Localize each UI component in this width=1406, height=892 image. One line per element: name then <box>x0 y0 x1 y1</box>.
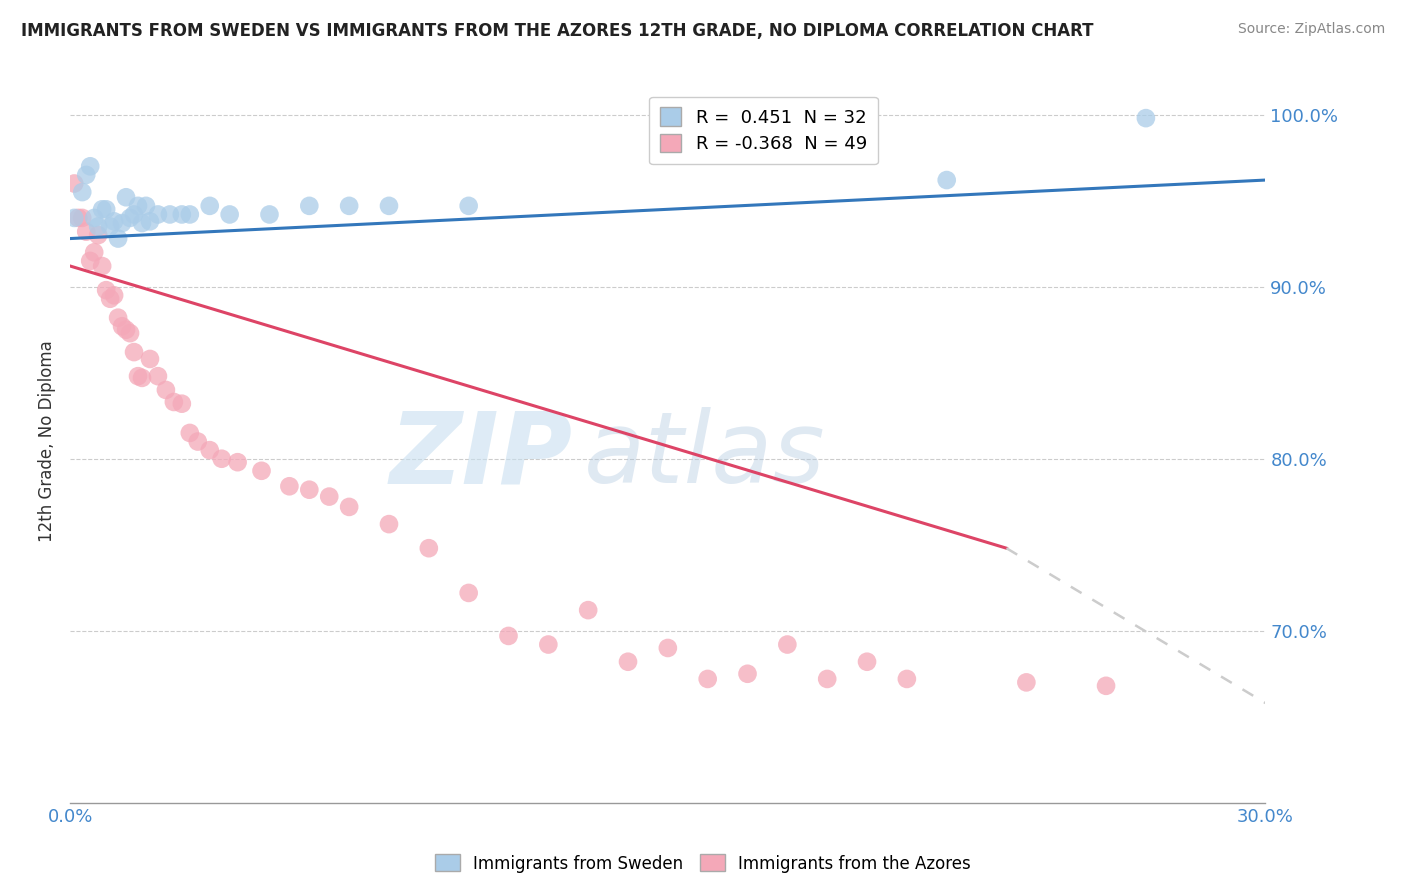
Point <box>139 214 162 228</box>
Point <box>418 541 440 556</box>
Point <box>337 500 360 514</box>
Point <box>170 207 193 221</box>
Point <box>198 443 221 458</box>
Point <box>122 207 145 221</box>
Point <box>139 351 162 366</box>
Point <box>457 199 479 213</box>
Point <box>187 434 209 449</box>
Point <box>120 326 141 341</box>
Point <box>107 310 129 325</box>
Point <box>67 211 90 225</box>
Text: atlas: atlas <box>585 408 825 505</box>
Point <box>298 199 321 213</box>
Point <box>63 177 86 191</box>
Point <box>1135 111 1157 125</box>
Point <box>91 259 114 273</box>
Text: IMMIGRANTS FROM SWEDEN VS IMMIGRANTS FROM THE AZORES 12TH GRADE, NO DIPLOMA CORR: IMMIGRANTS FROM SWEDEN VS IMMIGRANTS FRO… <box>21 22 1094 40</box>
Point <box>70 185 93 199</box>
Point <box>1015 675 1038 690</box>
Point <box>278 479 301 493</box>
Point <box>935 173 957 187</box>
Point <box>127 369 149 384</box>
Point <box>91 202 114 217</box>
Legend: R =  0.451  N = 32, R = -0.368  N = 49: R = 0.451 N = 32, R = -0.368 N = 49 <box>650 96 877 164</box>
Point <box>337 199 360 213</box>
Point <box>83 245 105 260</box>
Point <box>298 483 321 497</box>
Legend: Immigrants from Sweden, Immigrants from the Azores: Immigrants from Sweden, Immigrants from … <box>429 847 977 880</box>
Point <box>87 219 110 234</box>
Point <box>737 666 759 681</box>
Point <box>498 629 520 643</box>
Point <box>163 395 186 409</box>
Point <box>378 199 401 213</box>
Point <box>776 638 799 652</box>
Point <box>122 345 145 359</box>
Point <box>96 202 117 217</box>
Point <box>159 207 181 221</box>
Y-axis label: 12th Grade, No Diploma: 12th Grade, No Diploma <box>38 341 56 542</box>
Point <box>318 490 340 504</box>
Point <box>135 199 157 213</box>
Point <box>131 371 153 385</box>
Point <box>218 207 240 221</box>
Point <box>537 638 560 652</box>
Point <box>107 231 129 245</box>
Point <box>179 207 201 221</box>
Point <box>115 323 138 337</box>
Point <box>146 369 169 384</box>
Point <box>146 207 169 221</box>
Point <box>98 292 121 306</box>
Point <box>155 383 177 397</box>
Point <box>1095 679 1118 693</box>
Point <box>815 672 838 686</box>
Point <box>617 655 640 669</box>
Point <box>696 672 718 686</box>
Point <box>98 219 121 234</box>
Point <box>70 211 93 225</box>
Point <box>896 672 918 686</box>
Point <box>378 517 401 532</box>
Point <box>75 225 97 239</box>
Point <box>657 640 679 655</box>
Point <box>96 283 117 297</box>
Text: ZIP: ZIP <box>389 408 572 505</box>
Point <box>115 190 138 204</box>
Point <box>79 159 101 173</box>
Point <box>259 207 281 221</box>
Point <box>79 254 101 268</box>
Point <box>856 655 879 669</box>
Point <box>63 211 86 225</box>
Point <box>120 211 141 225</box>
Point <box>103 288 125 302</box>
Point <box>170 397 193 411</box>
Point <box>211 451 233 466</box>
Point <box>103 214 125 228</box>
Point <box>111 216 134 230</box>
Point <box>198 199 221 213</box>
Point <box>83 211 105 225</box>
Point <box>127 199 149 213</box>
Point <box>75 168 97 182</box>
Point <box>576 603 599 617</box>
Point <box>457 586 479 600</box>
Point <box>111 319 134 334</box>
Point <box>226 455 249 469</box>
Point <box>131 216 153 230</box>
Point <box>179 425 201 440</box>
Point <box>87 228 110 243</box>
Point <box>250 464 273 478</box>
Text: Source: ZipAtlas.com: Source: ZipAtlas.com <box>1237 22 1385 37</box>
